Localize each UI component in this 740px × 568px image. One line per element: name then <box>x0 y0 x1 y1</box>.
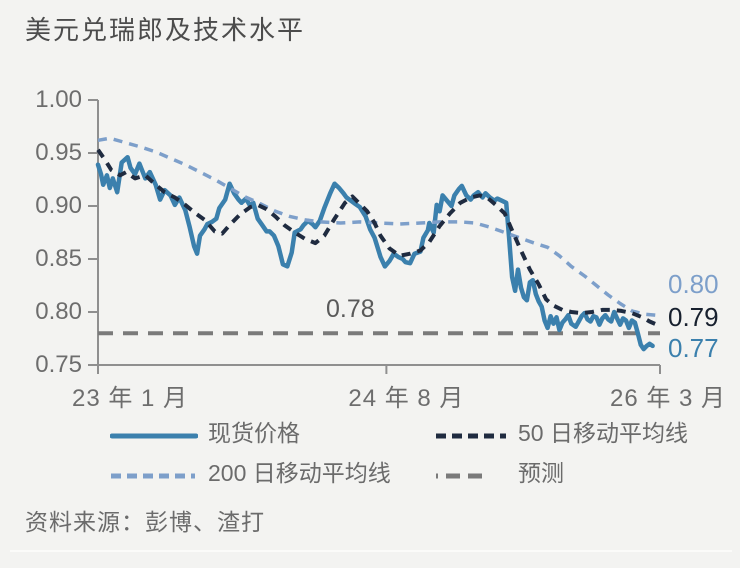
x-axis-ticks <box>97 365 661 374</box>
x-axis-label: 23 年 1 月 <box>72 385 189 412</box>
x-axis-label: 24 年 8 月 <box>348 385 465 412</box>
y-axis-ticks <box>88 99 98 366</box>
ma200-line <box>97 136 656 317</box>
legend-label-spot: 现货价格 <box>208 420 300 446</box>
y-axis-label: 0.85 <box>35 245 82 272</box>
y-axis-label: 1.00 <box>35 86 82 113</box>
y-axis-label: 0.95 <box>35 139 82 166</box>
legend-swatch-ma50 <box>435 428 507 439</box>
chart-title: 美元兑瑞郎及技术水平 <box>25 16 306 45</box>
legend-label-forecast: 预测 <box>518 460 564 486</box>
ma50-line <box>96 148 658 327</box>
forecast-value-annotation: 0.78 <box>326 295 375 323</box>
legend-swatch-spot <box>109 428 199 439</box>
spot-price-line <box>95 154 655 352</box>
y-axis-label: 0.90 <box>35 192 82 219</box>
y-axis-label: 0.80 <box>35 298 82 325</box>
y-axis-label: 0.75 <box>35 351 82 378</box>
end-value-label-ma50: 0.79 <box>668 302 719 332</box>
x-axis-label: 26 年 3 月 <box>609 385 727 412</box>
end-value-label-spot: 0.77 <box>668 333 719 363</box>
source-attribution: 资料来源：彭博、渣打 <box>25 510 265 535</box>
legend-label-ma200: 200 日移动平均线 <box>208 460 391 486</box>
legend-swatch-ma200 <box>110 468 196 479</box>
end-value-label-ma200: 0.80 <box>668 269 719 299</box>
bottom-divider <box>10 550 732 552</box>
legend-swatch-forecast <box>435 468 491 479</box>
legend-label-ma50: 50 日移动平均线 <box>518 420 688 446</box>
